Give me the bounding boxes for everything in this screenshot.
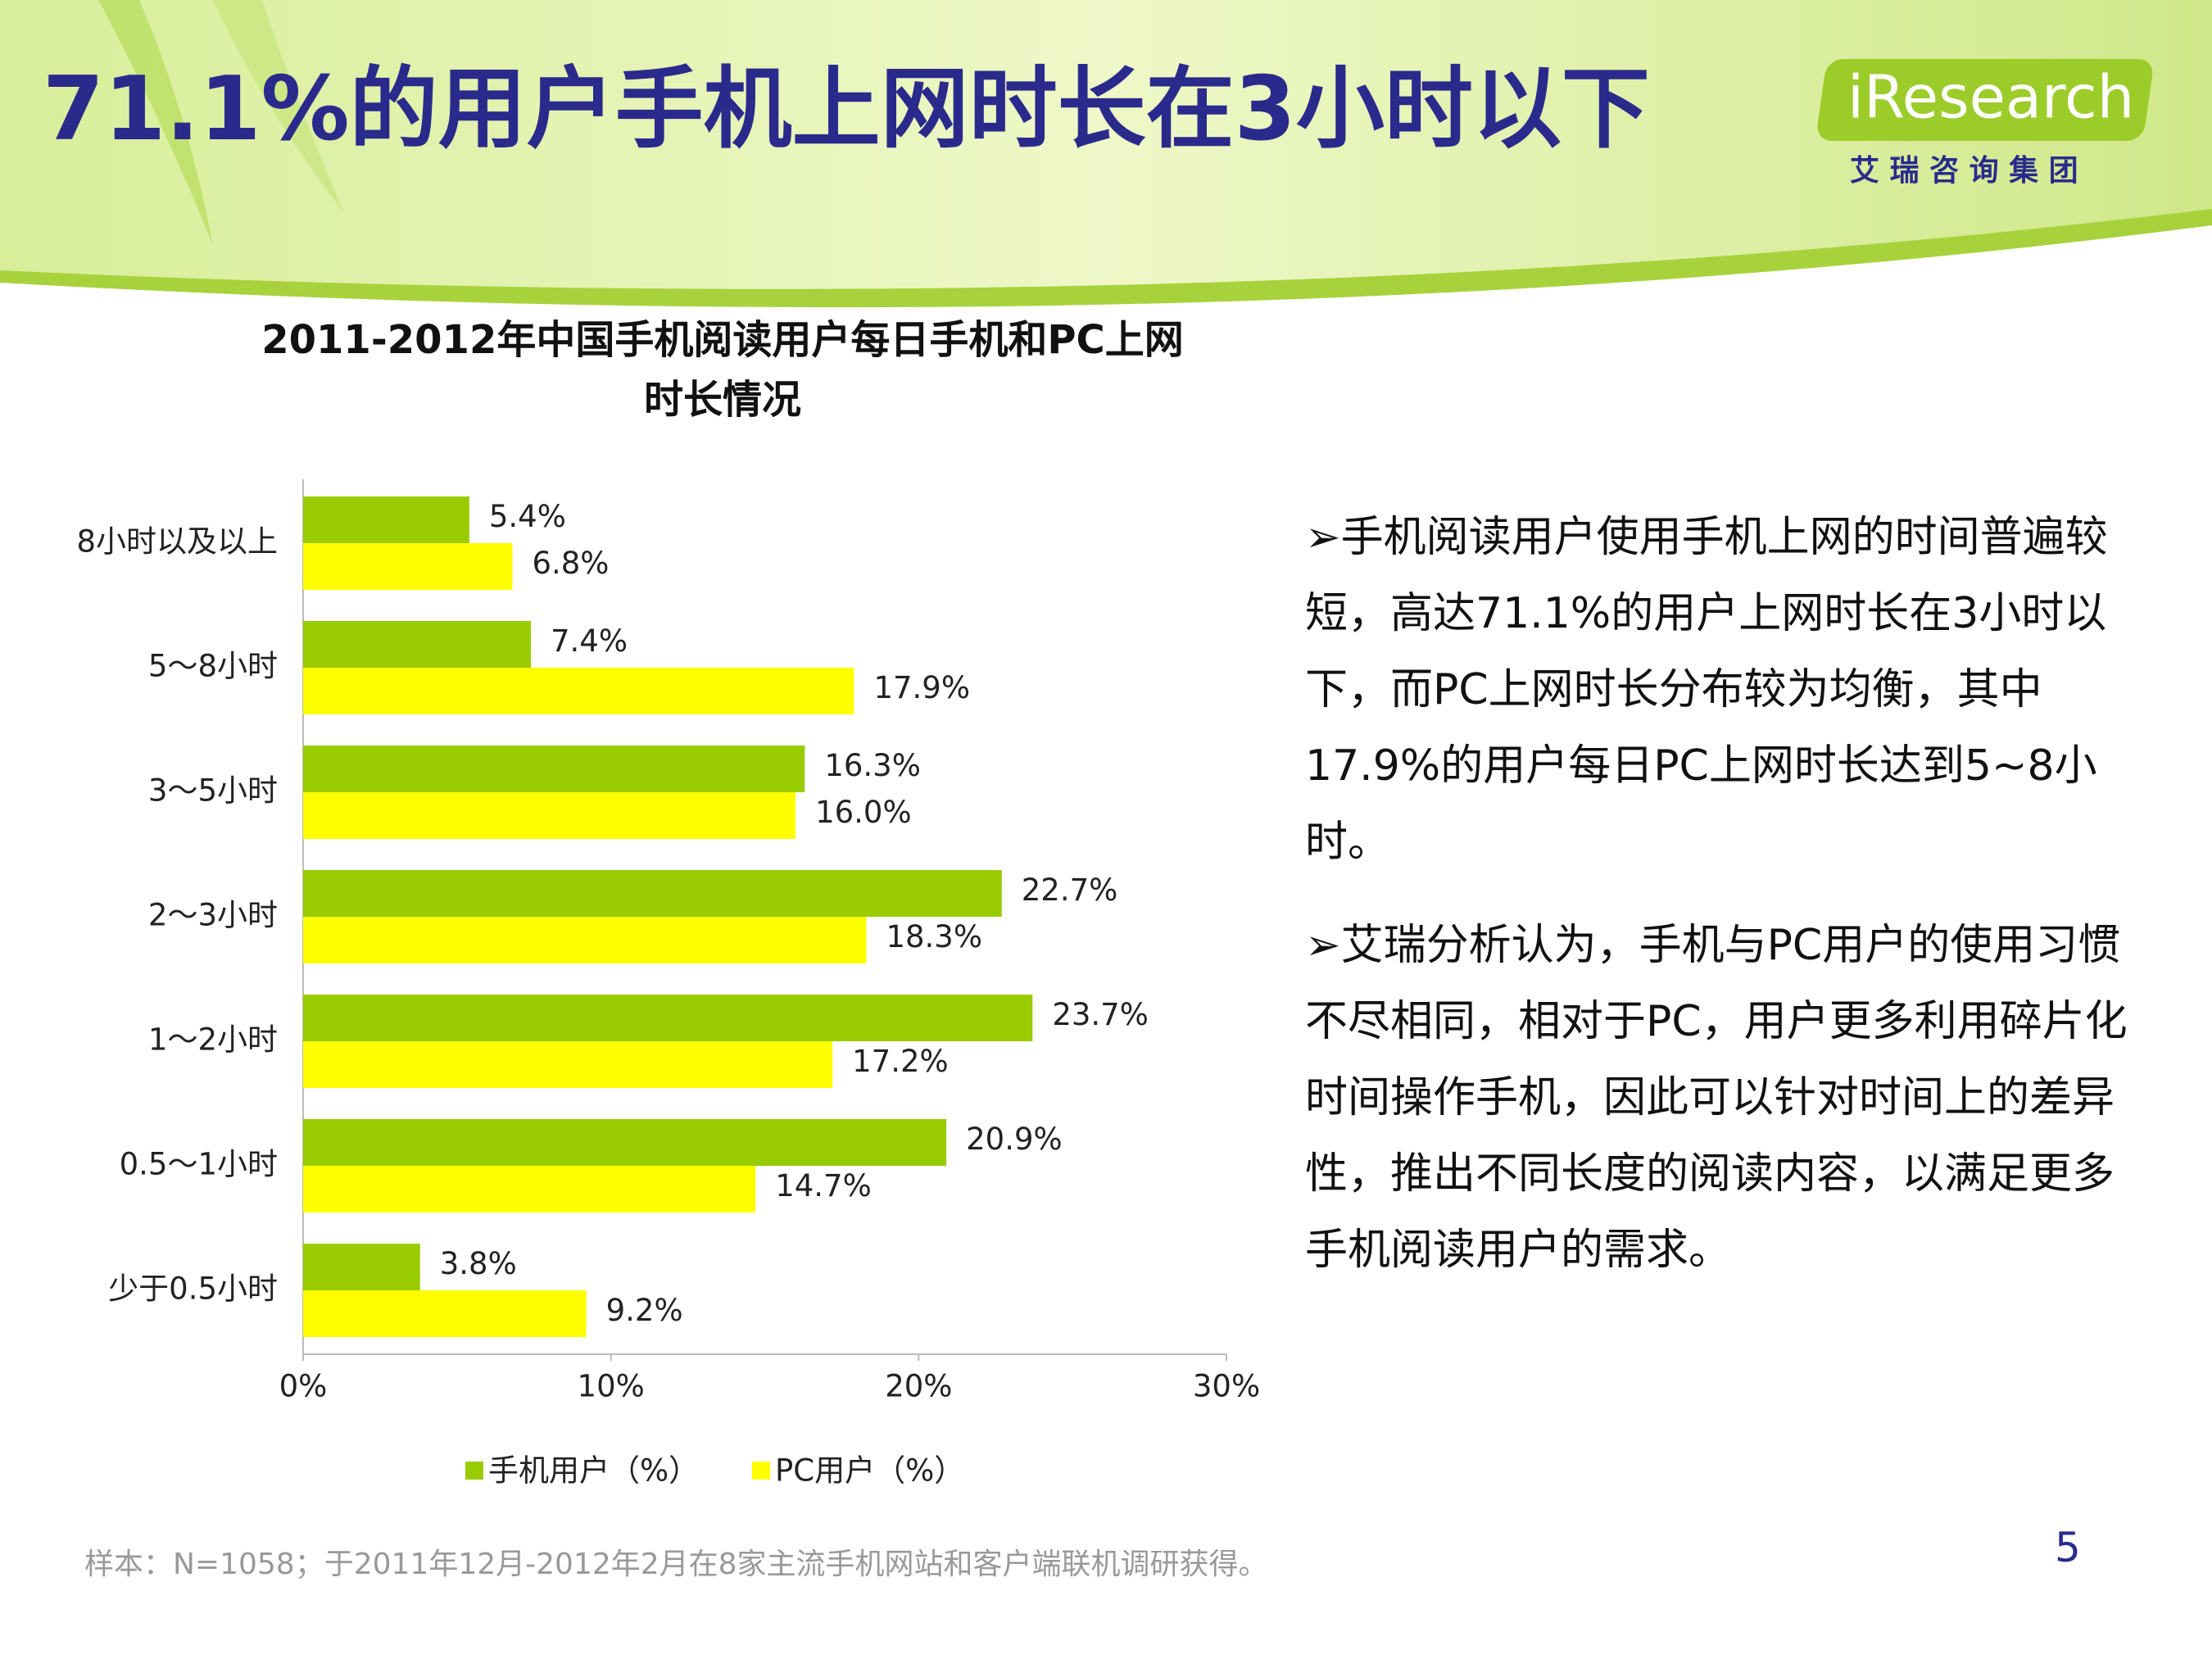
logo-subtitle: 艾 瑞 咨 询 集 团 (1850, 154, 2078, 188)
bar (303, 1290, 587, 1337)
page-number: 5 (2055, 1524, 2081, 1571)
x-tick-label: 10% (578, 1369, 645, 1404)
bullet: ➢手机阅读用户使用手机上网的时间普遍较短，高达71.1%的用户上网时长在3小时以… (1305, 513, 2108, 867)
chart-title: 时长情况 (644, 377, 801, 423)
bar (303, 917, 867, 963)
header-band (0, 0, 2212, 297)
y-tick-label: 3～5小时 (148, 773, 278, 809)
page-title: 71.1%的用户手机上网时长在3小时以下 (43, 58, 1650, 161)
y-tick-label: 8小时以及以上 (76, 524, 278, 560)
bar (303, 1119, 947, 1166)
logo-box (1817, 59, 2153, 141)
value-label: 5.4% (489, 499, 566, 534)
leaf (98, 0, 213, 246)
value-label: 14.7% (775, 1168, 872, 1203)
value-label: 3.8% (440, 1246, 517, 1281)
legend-swatch (752, 1462, 770, 1480)
value-label: 20.9% (966, 1122, 1063, 1157)
x-tick-label: 0% (279, 1369, 328, 1404)
legend-label: 手机用户（%） (488, 1453, 699, 1489)
y-tick-label: 少于0.5小时 (108, 1271, 278, 1307)
y-tick-label: 2～3小时 (148, 898, 278, 933)
leaf (213, 0, 344, 213)
footnote: 样本：N=1058；于2011年12月-2012年2月在8家主流手机网站和客户端… (84, 1548, 1268, 1581)
value-label: 9.2% (606, 1293, 683, 1328)
x-tick-label: 30% (1193, 1369, 1260, 1404)
value-label: 17.9% (873, 670, 970, 705)
legend-swatch (465, 1462, 483, 1480)
bar (303, 1041, 833, 1088)
bar (303, 995, 1033, 1041)
value-label: 17.2% (852, 1044, 949, 1079)
bar (303, 621, 531, 668)
logo: iResearch (1847, 63, 2134, 132)
bar (303, 792, 796, 839)
value-label: 18.3% (886, 919, 982, 954)
value-label: 16.3% (824, 748, 921, 783)
bar (303, 496, 469, 543)
x-tick-label: 20% (885, 1369, 952, 1404)
legend-label: PC用户（%） (775, 1453, 964, 1489)
bar (303, 1166, 756, 1213)
value-label: 7.4% (551, 623, 628, 659)
header-edge (0, 209, 2212, 308)
y-tick-label: 1～2小时 (148, 1022, 278, 1058)
value-label: 6.8% (532, 546, 609, 581)
value-label: 23.7% (1052, 997, 1149, 1032)
value-label: 22.7% (1022, 873, 1118, 908)
bar (303, 543, 513, 590)
bar (303, 668, 854, 714)
y-tick-label: 0.5～1小时 (120, 1147, 278, 1182)
bar (303, 1244, 420, 1290)
chart-title: 2011-2012年中国手机阅读用户每日手机和PC上网 (261, 317, 1184, 363)
bullet: ➢艾瑞分析认为，手机与PC用户的使用习惯不尽相同，相对于PC，用户更多利用碎片化… (1305, 921, 2128, 1275)
value-label: 16.0% (815, 795, 912, 830)
y-tick-label: 5～8小时 (148, 649, 278, 684)
bar (303, 746, 805, 792)
bar (303, 870, 1002, 917)
